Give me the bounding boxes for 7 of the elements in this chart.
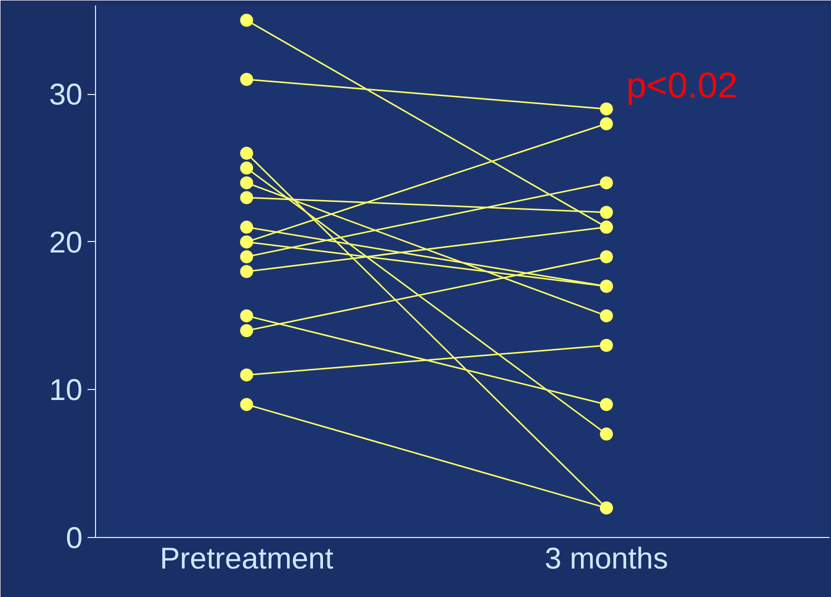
y-tick-label: 20 [49,226,83,260]
y-tick-label: 0 [66,522,83,555]
y-tick-label: 30 [49,78,83,112]
y-tick-label: 10 [49,374,83,408]
x-tick-label: 3 months [544,542,668,576]
annotation: p<0.02 [626,64,738,106]
x-tick-label: Pretreatment [160,542,334,576]
